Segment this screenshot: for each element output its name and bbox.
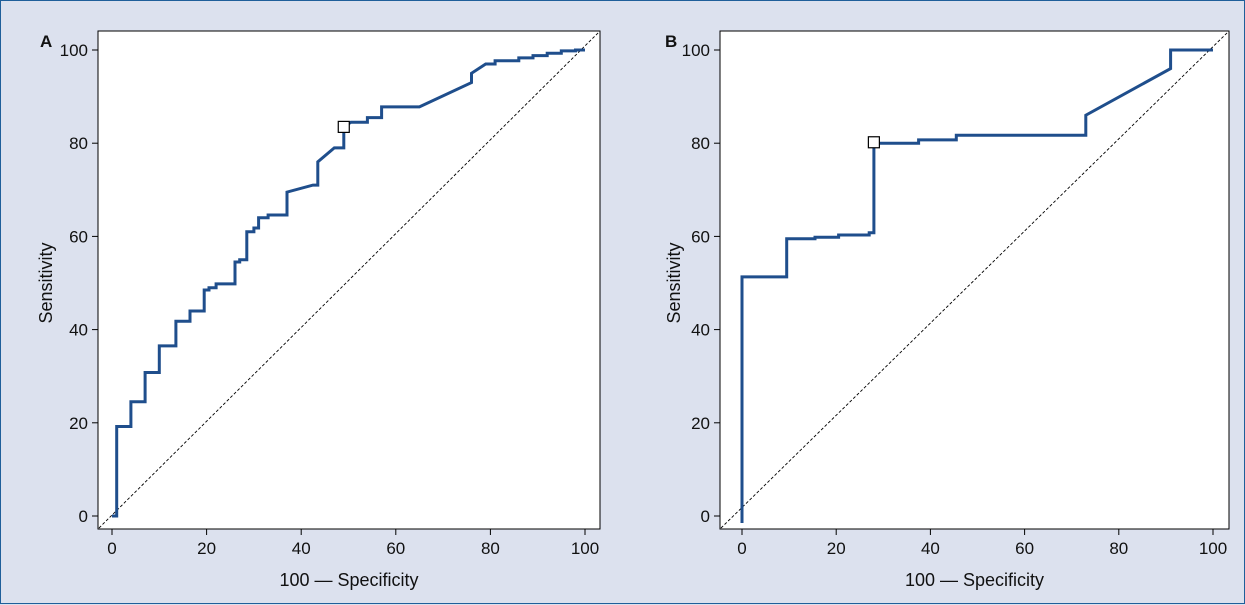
x-tick-label: 20 <box>827 539 846 558</box>
x-tick-label: 80 <box>1109 539 1128 558</box>
panel-label: A <box>40 32 52 51</box>
y-tick-label: 40 <box>691 321 710 340</box>
x-tick-label: 40 <box>292 539 311 558</box>
panel-label: B <box>665 32 677 51</box>
y-tick-label: 40 <box>69 321 88 340</box>
y-tick-label: 0 <box>701 507 710 526</box>
y-tick-label: 60 <box>691 227 710 246</box>
x-tick-label: 100 <box>1199 539 1227 558</box>
y-tick-label: 0 <box>79 507 88 526</box>
y-tick-label: 80 <box>69 134 88 153</box>
x-tick-label: 0 <box>107 539 116 558</box>
y-tick-label: 60 <box>69 227 88 246</box>
x-tick-label: 20 <box>197 539 216 558</box>
y-tick-label: 100 <box>60 41 88 60</box>
x-tick-label: 100 <box>571 539 599 558</box>
reference-diagonal <box>720 31 1229 529</box>
x-axis-title: 100 — Specificity <box>279 570 418 590</box>
y-tick-label: 100 <box>682 41 710 60</box>
reference-diagonal <box>98 31 600 529</box>
roc-panel-a: A 0 20 40 60 80 100 0 20 40 60 80 100 100 — Specifici… <box>36 30 601 590</box>
x-tick-label: 80 <box>481 539 500 558</box>
cutoff-marker <box>867 136 880 149</box>
cutoff-marker <box>337 120 350 133</box>
roc-curve <box>740 48 1213 523</box>
x-tick-label: 40 <box>921 539 940 558</box>
x-tick-label: 60 <box>386 539 405 558</box>
y-axis-title: Sensitivity <box>664 242 684 323</box>
x-axis-title: 100 — Specificity <box>905 570 1044 590</box>
y-tick-label: 20 <box>691 414 710 433</box>
roc-panel-b: B 0 20 40 60 80 100 0 20 40 60 80 100 100 — Specifici… <box>664 30 1230 590</box>
roc-curve <box>112 48 585 518</box>
y-tick-label: 20 <box>69 414 88 433</box>
x-tick-label: 60 <box>1015 539 1034 558</box>
y-axis-title: Sensitivity <box>36 242 56 323</box>
y-tick-label: 80 <box>691 134 710 153</box>
x-tick-label: 0 <box>737 539 746 558</box>
